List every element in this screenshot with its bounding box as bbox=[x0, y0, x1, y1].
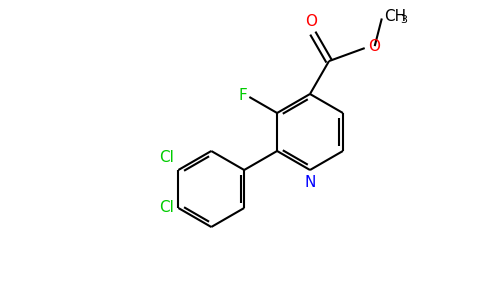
Text: N: N bbox=[304, 175, 316, 190]
Text: O: O bbox=[368, 39, 380, 54]
Text: Cl: Cl bbox=[160, 150, 174, 165]
Text: 3: 3 bbox=[400, 16, 407, 26]
Text: CH: CH bbox=[384, 9, 406, 24]
Text: O: O bbox=[305, 14, 317, 29]
Text: Cl: Cl bbox=[160, 200, 174, 215]
Text: F: F bbox=[239, 88, 247, 103]
